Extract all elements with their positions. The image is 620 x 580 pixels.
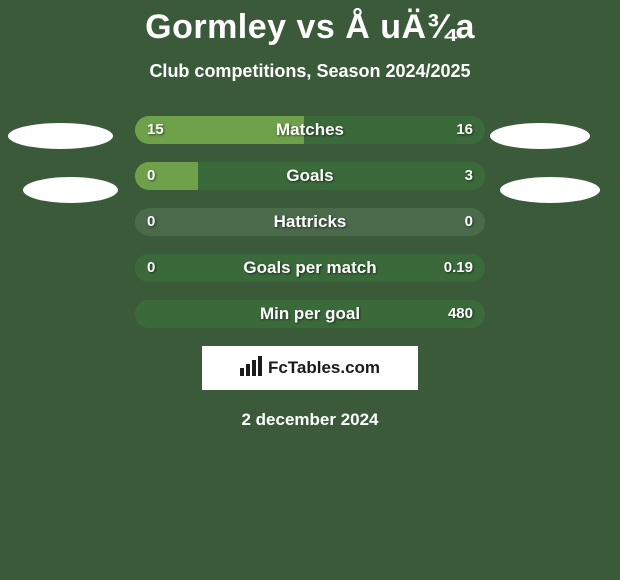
page-title: Gormley vs Å uÄ¾a bbox=[0, 0, 620, 47]
comparison-bars: Matches1516 Goals03 Hattricks0 0 Goals per m… bbox=[135, 116, 485, 328]
bar-left-fill bbox=[135, 116, 304, 144]
bar-row: Hattricks0 0 bbox=[135, 208, 485, 236]
bar-label: Hattricks bbox=[135, 208, 485, 236]
avatar-ellipse bbox=[23, 177, 118, 203]
bar-row: Min per goal480 bbox=[135, 300, 485, 328]
avatar-ellipse bbox=[490, 123, 590, 149]
bar-right-fill bbox=[135, 300, 485, 328]
avatar-ellipse bbox=[8, 123, 113, 149]
brand-chart-icon bbox=[240, 356, 262, 381]
brand-box[interactable]: FcTables.com bbox=[202, 346, 418, 390]
bar-row: Matches1516 bbox=[135, 116, 485, 144]
bar-row: Goals03 bbox=[135, 162, 485, 190]
subtitle: Club competitions, Season 2024/2025 bbox=[0, 61, 620, 82]
date-line: 2 december 2024 bbox=[0, 410, 620, 430]
brand-text: FcTables.com bbox=[268, 358, 380, 378]
avatar-ellipse bbox=[500, 177, 600, 203]
bar-value-left: 0 bbox=[147, 208, 155, 236]
bar-right-fill bbox=[198, 162, 485, 190]
bar-right-fill bbox=[135, 254, 485, 282]
bar-right-fill bbox=[304, 116, 485, 144]
bar-row: Goals per match00.19 bbox=[135, 254, 485, 282]
bar-left-fill bbox=[135, 162, 198, 190]
page: Gormley vs Å uÄ¾a Club competitions, Sea… bbox=[0, 0, 620, 580]
bar-value-right: 0 bbox=[465, 208, 473, 236]
brand-inner: FcTables.com bbox=[240, 356, 380, 381]
